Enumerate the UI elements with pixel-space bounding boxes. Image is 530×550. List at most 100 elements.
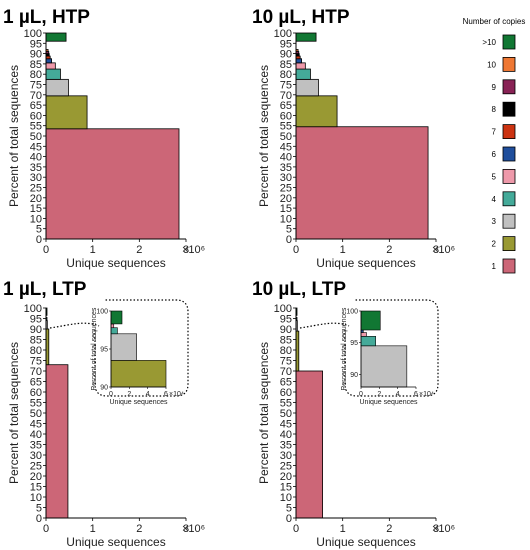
x-tick-label: 2 bbox=[386, 244, 392, 256]
y-tick-label: 85 bbox=[30, 335, 42, 347]
y-tick-label: 30 bbox=[30, 450, 42, 462]
inset-y-axis-label: Percent of total sequences bbox=[341, 307, 348, 390]
x-multiplier: ×10⁶ bbox=[182, 523, 205, 535]
panel-title: 1 µL, HTP bbox=[3, 7, 90, 28]
x-axis-label: Unique sequences bbox=[66, 535, 165, 549]
y-tick-label: 5 bbox=[286, 503, 292, 515]
y-tick-label: 25 bbox=[30, 183, 42, 195]
bar-copies-5 bbox=[295, 62, 306, 70]
legend-swatch-1 bbox=[502, 258, 516, 274]
bar-copies-7 bbox=[45, 55, 51, 60]
legend-swatch-2 bbox=[502, 236, 516, 252]
y-tick-label: 20 bbox=[280, 193, 292, 205]
inset-x-multiplier: ×10⁴ bbox=[169, 391, 184, 398]
bar-copies-2 bbox=[295, 95, 338, 128]
y-tick-label: 65 bbox=[280, 100, 292, 112]
legend-label: >10 bbox=[482, 38, 496, 47]
y-tick-label: 25 bbox=[280, 461, 292, 473]
x-axis-label: Unique sequences bbox=[316, 256, 415, 270]
inset-x-tick-label: 6 bbox=[164, 391, 168, 398]
y-tick-label: 75 bbox=[30, 80, 42, 92]
inset-x-tick-label: 0 bbox=[109, 391, 113, 398]
inset-y-tick-label: 100 bbox=[96, 309, 108, 316]
y-axis-label: Percent of total sequences bbox=[7, 342, 21, 484]
legend-label: 7 bbox=[492, 128, 497, 137]
y-tick-label: 10 bbox=[30, 213, 42, 225]
y-tick-label: 10 bbox=[280, 492, 292, 504]
bar-copies-3 bbox=[295, 78, 319, 97]
y-tick-label: 30 bbox=[280, 450, 292, 462]
legend-label: 8 bbox=[492, 105, 497, 114]
bar-copies-4 bbox=[295, 68, 311, 80]
y-tick-label: 5 bbox=[36, 503, 42, 515]
y-tick-label: 85 bbox=[30, 59, 42, 71]
inset-bar-copies-3 bbox=[110, 333, 137, 361]
chart-panel-1: 1 µL, HTP0510152025303540455055606570758… bbox=[3, 7, 205, 270]
x-multiplier: ×10⁶ bbox=[182, 244, 205, 256]
y-tick-label: 90 bbox=[30, 49, 42, 61]
y-tick-label: 45 bbox=[30, 419, 42, 431]
y-tick-label: 5 bbox=[36, 224, 42, 236]
y-tick-label: 80 bbox=[280, 69, 292, 81]
x-tick-label: 3 bbox=[183, 244, 189, 256]
inset-callout bbox=[49, 299, 189, 397]
y-axis-label: Percent of total sequences bbox=[7, 65, 21, 207]
x-multiplier: ×10⁶ bbox=[432, 244, 455, 256]
x-tick-label: 2 bbox=[386, 523, 392, 535]
y-tick-label: 0 bbox=[36, 513, 42, 525]
legend-swatch-4 bbox=[502, 191, 516, 207]
inset-bar-copies-4 bbox=[360, 336, 376, 347]
inset-bar-copies-gt10 bbox=[360, 310, 381, 331]
x-tick-label: 1 bbox=[340, 244, 346, 256]
y-tick-label: 85 bbox=[280, 59, 292, 71]
y-tick-label: 60 bbox=[280, 110, 292, 122]
legend-label: 4 bbox=[492, 195, 497, 204]
legend-label: 9 bbox=[492, 83, 497, 92]
y-tick-label: 100 bbox=[274, 28, 292, 40]
inset-x-tick-label: 4 bbox=[396, 391, 400, 398]
y-tick-label: 90 bbox=[280, 49, 292, 61]
y-tick-label: 10 bbox=[280, 213, 292, 225]
x-tick-label: 2 bbox=[136, 523, 142, 535]
y-tick-label: 55 bbox=[30, 398, 42, 410]
y-tick-label: 55 bbox=[30, 121, 42, 133]
y-tick-label: 35 bbox=[280, 440, 292, 452]
x-axis-label: Unique sequences bbox=[66, 256, 165, 270]
inset-x-axis-label: Unique sequences bbox=[360, 399, 418, 406]
legend-swatch-8 bbox=[502, 101, 516, 117]
bar-copies-3 bbox=[45, 78, 69, 97]
y-tick-label: 40 bbox=[280, 152, 292, 164]
bar-copies-7 bbox=[295, 55, 301, 60]
inset-bar-copies-5 bbox=[360, 332, 367, 337]
y-tick-label: 15 bbox=[280, 482, 292, 494]
y-tick-label: 70 bbox=[30, 366, 42, 378]
x-tick-label: 3 bbox=[183, 523, 189, 535]
y-tick-label: 40 bbox=[30, 152, 42, 164]
y-tick-label: 60 bbox=[280, 387, 292, 399]
y-tick-label: 65 bbox=[30, 377, 42, 389]
y-tick-label: 95 bbox=[30, 38, 42, 50]
y-tick-label: 35 bbox=[30, 440, 42, 452]
y-tick-label: 75 bbox=[30, 356, 42, 368]
x-axis-label: Unique sequences bbox=[316, 535, 415, 549]
y-tick-label: 50 bbox=[30, 408, 42, 420]
chart-panel-4: 10 µL, LTP051015202530354045505560657075… bbox=[252, 279, 455, 549]
legend-swatch-3 bbox=[502, 213, 516, 229]
legend-label: 2 bbox=[492, 240, 497, 249]
y-tick-label: 65 bbox=[280, 377, 292, 389]
y-tick-label: 60 bbox=[30, 387, 42, 399]
y-tick-label: 45 bbox=[30, 141, 42, 153]
inset-x-multiplier: ×10⁴ bbox=[419, 391, 434, 398]
y-tick-label: 40 bbox=[280, 429, 292, 441]
y-tick-label: 70 bbox=[30, 90, 42, 102]
y-tick-label: 30 bbox=[30, 172, 42, 184]
legend-swatch-6 bbox=[502, 146, 516, 162]
y-tick-label: 95 bbox=[280, 38, 292, 50]
inset-bar-copies-4 bbox=[110, 327, 118, 335]
inset-y-tick-label: 95 bbox=[100, 347, 108, 354]
legend-swatch-7 bbox=[502, 124, 516, 139]
inset-y-tick-label: 90 bbox=[350, 372, 358, 379]
bar-copies-1 bbox=[45, 128, 180, 240]
y-tick-label: 30 bbox=[280, 172, 292, 184]
